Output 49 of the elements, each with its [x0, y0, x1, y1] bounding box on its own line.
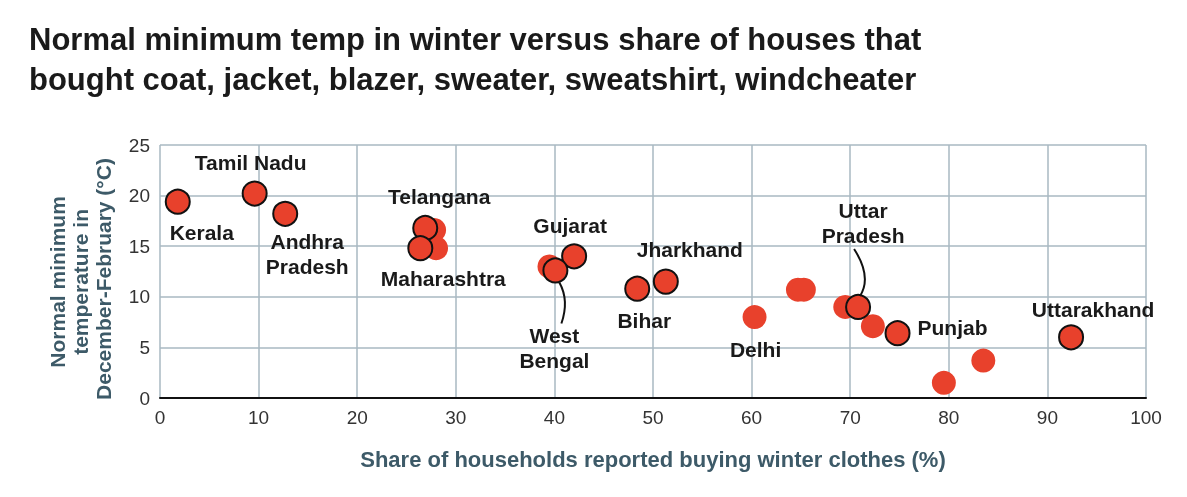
annotation: Jharkhand: [636, 238, 743, 262]
point: [652, 268, 679, 295]
point: [742, 305, 767, 330]
annotation: Delhi: [729, 337, 782, 361]
y-tick-label: 0: [139, 387, 150, 409]
x-tick-label: 40: [543, 407, 565, 428]
annotation: Punjab: [917, 315, 988, 339]
x-tick-label: 30: [445, 407, 467, 428]
chart-title: Normal minimum temp in winter versus share of houses that bought coat, jacket, blazer, sweater, sweatshirt, windcheater: [29, 21, 930, 97]
x-tick-label: 60: [741, 407, 763, 428]
annotation: Bihar: [617, 309, 672, 333]
point: [624, 275, 651, 302]
x-tick-label: 50: [642, 407, 664, 428]
annotation: West Bengal: [519, 324, 590, 373]
x-axis-title: Share of households reported buying winter clothes (%): [360, 446, 946, 472]
annotation: Uttarakhand: [1031, 297, 1155, 321]
y-axis-title: Normal minimum temperature in December-February (°C): [45, 158, 115, 400]
point: [884, 320, 911, 347]
point: [407, 235, 434, 262]
point: [845, 293, 872, 320]
annotation: Andhra Pradesh: [265, 229, 349, 278]
y-tick-label: 15: [128, 235, 150, 257]
point: [241, 180, 268, 207]
point: [931, 370, 956, 395]
y-tick-label: 10: [128, 286, 150, 308]
point: [971, 348, 996, 373]
annotation: Maharashtra: [380, 266, 507, 290]
x-tick-label: 80: [938, 407, 960, 428]
x-tick-label: 20: [346, 407, 368, 428]
point: [412, 214, 439, 241]
point: [272, 200, 299, 227]
y-tick-label: 5: [139, 336, 150, 358]
x-tick-label: 10: [248, 407, 270, 428]
annotation: Telangana: [388, 185, 491, 209]
annotation: Tamil Nadu: [194, 151, 307, 175]
x-tick-label: 100: [1130, 407, 1162, 428]
point: [860, 314, 885, 339]
point: [561, 243, 588, 270]
x-tick-label: 90: [1036, 407, 1058, 428]
point: [1058, 324, 1085, 351]
point: [542, 257, 569, 284]
y-tick-label: 20: [128, 185, 150, 207]
point: [164, 188, 191, 215]
annotation: Uttar Pradesh: [821, 198, 905, 247]
annotation: Gujarat: [533, 213, 607, 237]
x-tick-label: 70: [839, 407, 861, 428]
annotation: Kerala: [169, 221, 235, 245]
y-tick-label: 25: [128, 134, 150, 156]
x-tick-label: 0: [154, 407, 166, 428]
